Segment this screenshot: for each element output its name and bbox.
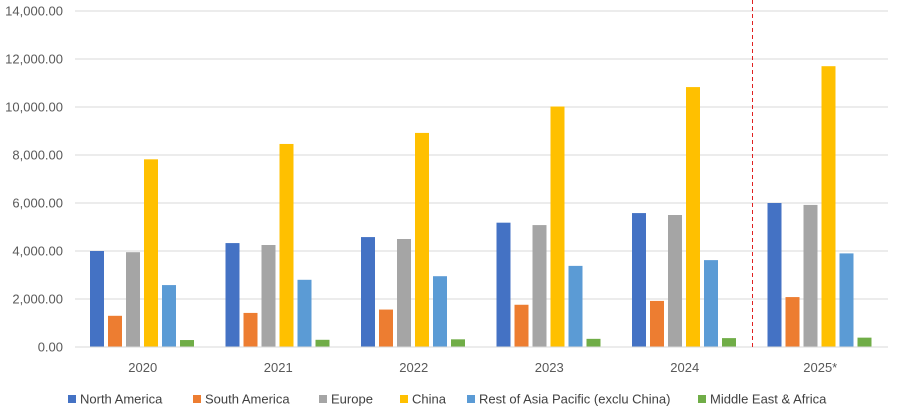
- legend-swatch: [400, 395, 408, 403]
- series-middle-east-africa: [180, 337, 872, 347]
- x-axis: 2020 2021 2022 2023 2024 2025*: [75, 346, 888, 375]
- y-tick-label: 10,000.00: [5, 100, 63, 115]
- series-europe: [126, 204, 818, 347]
- y-tick-label: 12,000.00: [5, 52, 63, 67]
- bar: [243, 312, 258, 347]
- bar: [821, 66, 836, 347]
- bar: [379, 309, 393, 347]
- series-south-america: [108, 297, 800, 347]
- series-rest-of-asia-pacific-exclu-china-: [162, 253, 854, 347]
- legend-item: Europe: [319, 392, 373, 407]
- bar: [722, 338, 736, 347]
- bar: [668, 215, 682, 347]
- bar: [126, 252, 140, 347]
- legend-label: Rest of Asia Pacific (exclu China): [479, 392, 670, 407]
- y-tick-label: 2,000.00: [12, 292, 63, 307]
- x-tick-label: 2022: [399, 360, 428, 375]
- x-tick-label: 2020: [128, 360, 157, 375]
- bar: [767, 203, 782, 347]
- bar: [315, 339, 330, 347]
- bar: [144, 159, 158, 347]
- bar: [632, 213, 646, 347]
- bar: [397, 239, 411, 347]
- bar: [568, 265, 583, 347]
- legend-item: South America: [193, 392, 290, 407]
- legend-label: China: [412, 392, 447, 407]
- legend-label: Europe: [331, 392, 373, 407]
- legend-label: Middle East & Africa: [710, 392, 827, 407]
- bar: [180, 340, 194, 347]
- y-tick-label: 6,000.00: [12, 196, 63, 211]
- bar: [704, 260, 718, 347]
- y-tick-label: 8,000.00: [12, 148, 63, 163]
- bar: [162, 285, 176, 347]
- legend-swatch: [68, 395, 76, 403]
- legend-swatch: [319, 395, 327, 403]
- legend-swatch: [193, 395, 201, 403]
- y-tick-label: 14,000.00: [5, 4, 63, 19]
- legend: North America South America Europe China Res…: [68, 392, 827, 407]
- bar: [261, 245, 276, 347]
- bar: [297, 279, 312, 347]
- legend-item: North America: [68, 392, 163, 407]
- bar: [586, 338, 601, 347]
- bar: [686, 87, 700, 347]
- bar: [839, 253, 854, 347]
- legend-label: North America: [80, 392, 163, 407]
- bar: [108, 315, 122, 347]
- legend-item: China: [400, 392, 447, 407]
- legend-item: Rest of Asia Pacific (exclu China): [467, 392, 670, 407]
- x-tick-label: 2023: [535, 360, 564, 375]
- bar: [415, 132, 429, 347]
- y-tick-label: 0.00: [38, 340, 63, 355]
- y-tick-label: 4,000.00: [12, 244, 63, 259]
- bars: [90, 66, 872, 348]
- x-tick-label: 2021: [264, 360, 293, 375]
- bar: [433, 276, 447, 347]
- bar: [803, 204, 818, 347]
- y-axis-tick-labels: 0.00 2,000.00 4,000.00 6,000.00 8,000.00 10,0…: [5, 4, 63, 355]
- bar: [532, 225, 547, 347]
- bar: [361, 237, 375, 347]
- x-tick-label: 2024: [670, 360, 699, 375]
- legend-item: Middle East & Africa: [698, 392, 827, 407]
- bar: [451, 339, 465, 347]
- bar: [650, 300, 664, 347]
- bar: [279, 143, 294, 347]
- series-north-america: [90, 203, 782, 347]
- bar: [90, 251, 104, 347]
- bar: [785, 297, 800, 347]
- gridlines: [75, 10, 888, 300]
- legend-swatch: [698, 395, 706, 403]
- bar: [496, 222, 511, 347]
- legend-swatch: [467, 395, 475, 403]
- bar: [514, 304, 529, 347]
- bar: [550, 106, 565, 348]
- legend-label: South America: [205, 392, 290, 407]
- series-china: [144, 66, 836, 348]
- bar: [225, 243, 240, 347]
- bar: [857, 337, 872, 347]
- x-tick-label: 2025*: [803, 360, 837, 375]
